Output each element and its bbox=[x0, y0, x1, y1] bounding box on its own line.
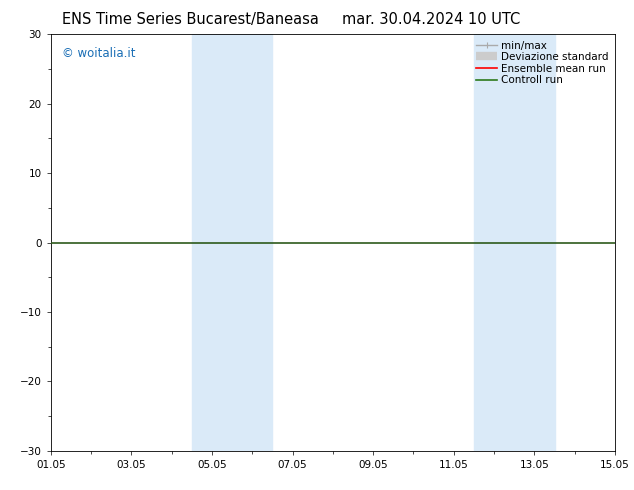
Text: mar. 30.04.2024 10 UTC: mar. 30.04.2024 10 UTC bbox=[342, 12, 521, 27]
Bar bbox=[474, 34, 555, 451]
Text: ENS Time Series Bucarest/Baneasa: ENS Time Series Bucarest/Baneasa bbox=[61, 12, 319, 27]
Bar bbox=[191, 34, 273, 451]
Text: © woitalia.it: © woitalia.it bbox=[62, 47, 136, 60]
Legend: min/max, Deviazione standard, Ensemble mean run, Controll run: min/max, Deviazione standard, Ensemble m… bbox=[473, 37, 612, 88]
